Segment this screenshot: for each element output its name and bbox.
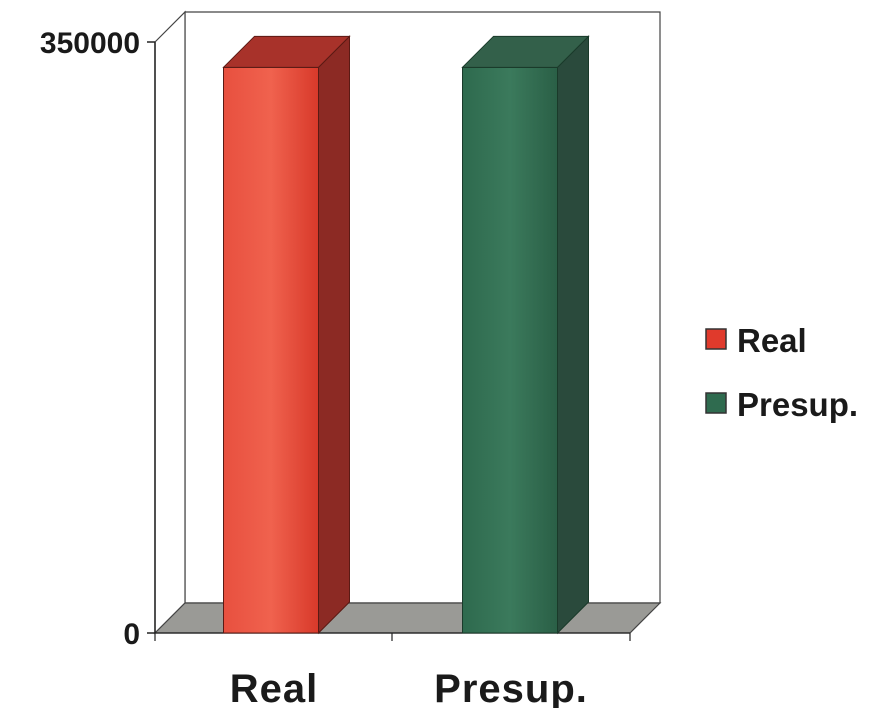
- bar-real-front: [223, 66, 319, 634]
- legend-label-presup: Presup.: [737, 386, 858, 423]
- bar-real-side: [318, 35, 350, 635]
- bar-real: [222, 35, 351, 635]
- bar-presup-top: [461, 35, 590, 68]
- legend-swatch-real: [705, 328, 727, 350]
- y-tick-label-max: 350000: [40, 27, 140, 60]
- bar-presup-front: [462, 66, 558, 634]
- x-category-label-real: Real: [230, 667, 319, 708]
- legend: Real Presup.: [705, 322, 858, 423]
- bar-presup-side: [557, 35, 589, 635]
- bar-presup: [461, 35, 590, 635]
- legend-swatch-presup: [705, 392, 727, 414]
- x-category-label-presup: Presup.: [434, 667, 588, 708]
- legend-label-real: Real: [737, 322, 807, 359]
- plot-left-wall: [154, 10, 186, 635]
- y-tick-label-min: 0: [123, 618, 140, 651]
- bar-real-top: [222, 35, 351, 68]
